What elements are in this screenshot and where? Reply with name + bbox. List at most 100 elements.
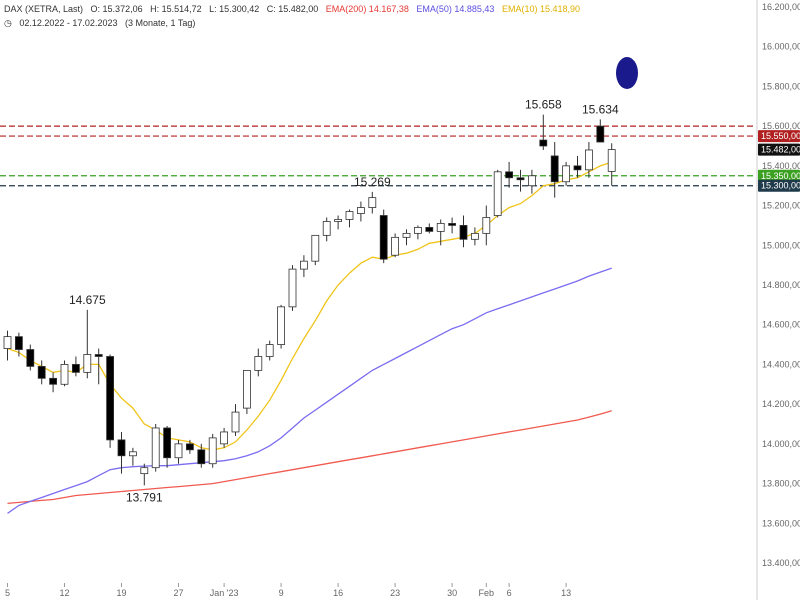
candle-body	[528, 175, 536, 187]
y-tick-label: 14.200,00	[762, 399, 800, 409]
y-tick-label: 15.000,00	[762, 240, 800, 250]
candle-body	[391, 236, 400, 256]
price-annotation: 14.675	[69, 293, 106, 307]
y-tick-label: 15.600,00	[762, 121, 800, 131]
candle-body	[493, 171, 502, 216]
y-tick-label: 13.400,00	[762, 558, 800, 568]
candle-body	[425, 227, 434, 232]
candle-body	[174, 443, 183, 459]
candle-body	[368, 197, 377, 208]
candle-body	[151, 427, 160, 469]
y-tick-label: 14.000,00	[762, 439, 800, 449]
price-tag	[758, 143, 800, 156]
price-tag-label: 15.482,00	[761, 145, 800, 155]
marker-ellipse	[616, 57, 638, 89]
candle-body	[128, 451, 137, 457]
candle-body	[356, 207, 365, 214]
candle-body	[345, 211, 354, 220]
candle-body	[539, 139, 548, 147]
candle-body	[140, 467, 149, 475]
candle-body	[448, 223, 457, 226]
low-value: L: 15.300,42	[209, 4, 260, 14]
price-tag-label: 15.350,00	[761, 171, 800, 181]
candle-body	[220, 431, 229, 445]
candle-body	[413, 227, 422, 234]
symbol-label: DAX (XETRA, Last)	[4, 4, 84, 14]
ema50-label: EMA(50) 14.885,43	[416, 4, 495, 14]
candle-body	[37, 366, 46, 379]
candle-body	[242, 369, 251, 409]
chart-header-line-1: DAX (XETRA, Last) O: 15.372,06 H: 15.514…	[4, 4, 585, 14]
candle-body	[573, 165, 582, 171]
candle-body	[3, 336, 12, 349]
candle-body	[550, 155, 559, 183]
candle-body	[334, 219, 343, 222]
candle-body	[277, 306, 286, 345]
y-tick-label: 15.400,00	[762, 161, 800, 171]
y-tick-label: 14.600,00	[762, 320, 800, 330]
candle-body	[585, 149, 593, 171]
candle-body	[505, 171, 514, 179]
high-value: H: 15.514,72	[150, 4, 202, 14]
candle-body	[311, 234, 320, 262]
candle-body	[288, 268, 297, 308]
price-tag-label: 15.550,00	[761, 131, 800, 141]
period-label: (3 Monate, 1 Tag)	[124, 18, 196, 28]
candle-body	[208, 437, 217, 465]
candle-body	[459, 225, 468, 240]
price-annotation: 15.634	[582, 102, 619, 116]
x-tick-label: 6	[507, 588, 512, 598]
ema200-line	[7, 410, 612, 505]
candle-body	[322, 221, 331, 236]
candle-body	[402, 232, 411, 238]
ema10-label: EMA(10) 15.418,90	[501, 4, 580, 14]
x-tick-label: 30	[447, 588, 457, 598]
candle-body	[49, 377, 57, 385]
ema50-line	[7, 267, 612, 514]
price-tag	[758, 179, 800, 192]
clock-icon: ◷	[4, 18, 12, 28]
x-tick-label: 9	[279, 588, 284, 598]
price-annotation: 13.791	[126, 490, 163, 504]
y-tick-label: 13.600,00	[762, 518, 800, 528]
candle-body	[163, 427, 172, 459]
ema200-label: EMA(200) 14.167,38	[325, 4, 409, 14]
candle-body	[83, 354, 92, 373]
y-tick-label: 13.800,00	[762, 479, 800, 489]
candle-body	[72, 364, 80, 373]
candle-body	[265, 344, 274, 357]
candle-body	[254, 356, 263, 371]
x-tick-label: 5	[5, 588, 10, 598]
price-annotation: 15.658	[525, 98, 562, 112]
candle-body	[436, 223, 445, 232]
candle-body	[562, 165, 570, 183]
candle-body	[106, 356, 114, 441]
y-tick-label: 14.800,00	[762, 280, 800, 290]
x-tick-label: Feb	[479, 588, 495, 598]
candle-body	[607, 149, 616, 172]
chart-header-line-2: ◷ 02.12.2022 - 17.02.2023 (3 Monate, 1 T…	[4, 18, 200, 29]
date-range: 02.12.2022 - 17.02.2023	[19, 18, 118, 28]
candle-body	[94, 354, 103, 357]
x-tick-label: 19	[116, 588, 126, 598]
x-tick-label: 12	[59, 588, 69, 598]
candle-body	[470, 232, 479, 240]
x-tick-label: 27	[173, 588, 183, 598]
candle-body	[185, 443, 194, 451]
x-tick-label: 16	[333, 588, 343, 598]
candle-body	[26, 349, 35, 367]
candle-body	[14, 336, 23, 350]
candle-body	[231, 411, 240, 433]
candle-body	[516, 177, 525, 181]
close-value: C: 15.482,00	[266, 4, 319, 14]
open-value: O: 15.372,06	[90, 4, 143, 14]
y-tick-label: 15.200,00	[762, 201, 800, 211]
price-tag	[758, 169, 800, 182]
y-tick-label: 14.400,00	[762, 359, 800, 369]
price-tag	[758, 130, 800, 143]
x-tick-label: 23	[390, 588, 400, 598]
y-tick-label: 15.800,00	[762, 81, 800, 91]
x-tick-label: Jan '23	[210, 588, 239, 598]
candle-body	[60, 364, 69, 385]
